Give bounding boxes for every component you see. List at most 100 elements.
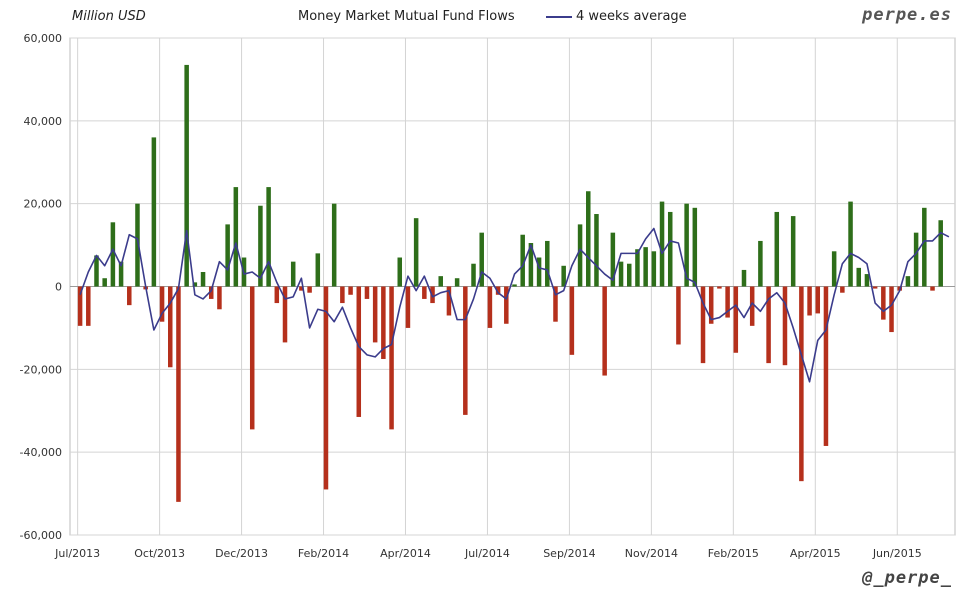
flow-bar [208, 286, 214, 299]
flow-bar [831, 251, 837, 287]
flow-bar [471, 263, 476, 287]
flow-bar [520, 234, 525, 287]
flow-bar [110, 222, 116, 287]
average-line-path [79, 227, 950, 383]
flow-bar [389, 286, 394, 430]
flow-bar [200, 272, 206, 287]
flow-bar [782, 286, 788, 366]
x-axis-ticks: Jul/2013 Oct/2013 Dec/2013 Feb/2014 Apr/2014… [54, 547, 922, 560]
flow-bar [864, 274, 870, 287]
flow-bar [135, 203, 140, 287]
y-tick-label: 20,000 [24, 198, 63, 211]
legend-line-swatch [546, 15, 572, 18]
flow-bar [397, 257, 403, 287]
flow-bar [118, 261, 124, 287]
flow-bar [282, 286, 288, 343]
chart-title: Money Market Mutual Fund Flows [298, 9, 515, 24]
y-tick-label: -40,000 [20, 446, 62, 459]
flow-bar [930, 286, 935, 291]
flow-bar [553, 286, 558, 322]
y-tick-label: 60,000 [24, 32, 63, 45]
y-tick-label: -20,000 [20, 363, 62, 376]
flow-bar [176, 286, 181, 502]
flow-bar [799, 286, 804, 482]
flow-bar [643, 247, 648, 287]
flow-bar [364, 286, 370, 299]
flow-bar [86, 286, 91, 326]
flow-bar [733, 286, 739, 353]
flow-bar [586, 191, 591, 287]
x-tick-label: Oct/2013 [134, 547, 185, 560]
flow-bar [536, 257, 542, 287]
flow-bar [159, 286, 165, 322]
flow-bar [258, 205, 263, 287]
flow-bar [692, 207, 698, 287]
flow-bar [659, 201, 665, 287]
flow-bar [225, 224, 230, 287]
flow-bar [528, 243, 534, 287]
x-tick-label: Apr/2014 [380, 547, 431, 560]
flow-bar [872, 286, 878, 289]
flow-bar [889, 286, 894, 333]
flow-bar [815, 286, 821, 314]
flow-bar [446, 286, 452, 316]
flow-bar [749, 286, 755, 326]
flow-bar [381, 286, 386, 359]
flow-bar [881, 286, 886, 320]
flow-bar [676, 286, 681, 345]
flow-bar [913, 232, 919, 287]
flow-bar [249, 286, 255, 430]
flow-bar [635, 249, 640, 287]
y-tick-label: 0 [55, 281, 62, 294]
flow-bar [315, 253, 321, 287]
x-tick-label: Apr/2015 [790, 547, 841, 560]
flow-bar [168, 286, 173, 368]
flow-bar [348, 286, 353, 295]
legend-label: 4 weeks average [576, 9, 687, 24]
legend: 4 weeks average [546, 9, 687, 24]
flow-bar [807, 286, 812, 316]
flow-bar [340, 286, 345, 304]
flow-bar [102, 278, 107, 287]
flow-bar [454, 278, 460, 287]
flow-bar [405, 286, 411, 328]
flow-bar [504, 286, 509, 324]
x-tick-label: Sep/2014 [543, 547, 595, 560]
x-tick-label: Jun/2015 [872, 547, 922, 560]
flow-bar [684, 203, 689, 287]
flow-bar [274, 286, 280, 304]
flow-bar [151, 137, 157, 287]
x-tick-label: Dec/2013 [215, 547, 268, 560]
flow-bar [741, 269, 747, 287]
flow-bar [266, 187, 271, 287]
flow-bar [323, 286, 329, 490]
flow-bar [127, 286, 132, 306]
x-tick-label: Feb/2015 [708, 547, 759, 560]
y-tick-label: 40,000 [24, 115, 63, 128]
flow-bar [331, 203, 337, 287]
four-week-average-line [79, 227, 950, 383]
flow-bar [422, 286, 427, 299]
flow-bar [922, 207, 927, 287]
flow-bar [487, 286, 493, 328]
flow-bar [438, 276, 443, 287]
flow-bar [708, 286, 714, 324]
brand-logo-text: perpe.es [862, 5, 952, 25]
flow-bar [577, 224, 583, 287]
flow-bar [610, 232, 616, 287]
flow-bar [184, 64, 189, 287]
flow-bar [233, 187, 239, 287]
flow-bar [356, 286, 362, 417]
flow-bar [307, 286, 312, 293]
author-handle: @_perpe_ [862, 568, 952, 588]
flow-bar [372, 286, 378, 343]
flow-bar [667, 211, 673, 287]
flow-bar [413, 218, 419, 287]
x-tick-label: Jul/2013 [54, 547, 100, 560]
flow-bar [94, 255, 99, 287]
flow-bar [774, 211, 780, 287]
flow-bar [299, 286, 304, 291]
flow-bar [725, 286, 730, 318]
flow-bar [463, 286, 468, 415]
flow-bar [77, 286, 83, 326]
